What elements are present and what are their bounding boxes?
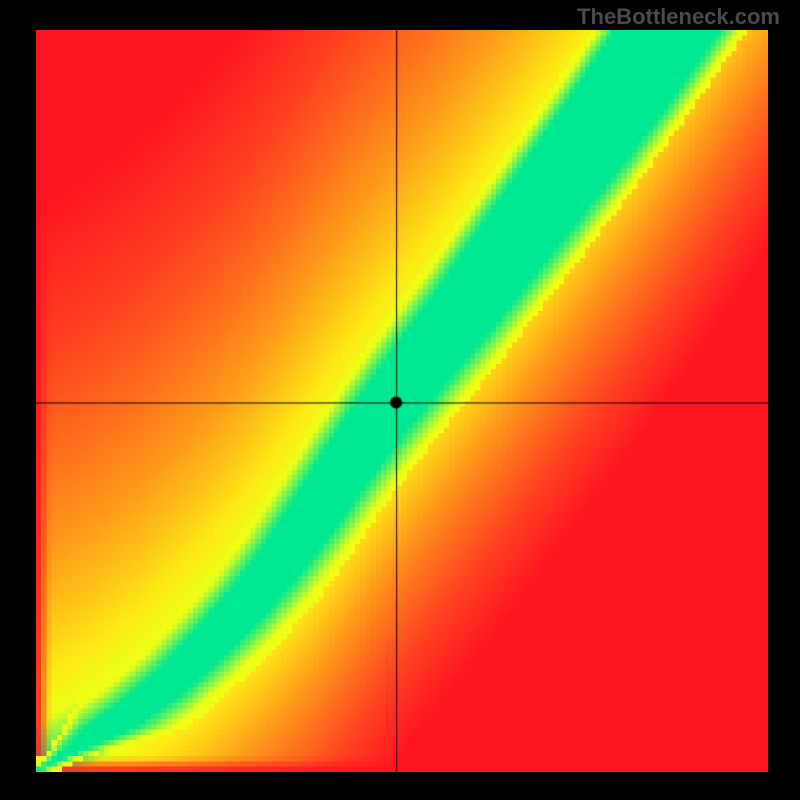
watermark-text: TheBottleneck.com — [577, 4, 780, 30]
chart-container: { "watermark": { "text": "TheBottleneck.… — [0, 0, 800, 800]
crosshair-overlay — [36, 30, 768, 772]
